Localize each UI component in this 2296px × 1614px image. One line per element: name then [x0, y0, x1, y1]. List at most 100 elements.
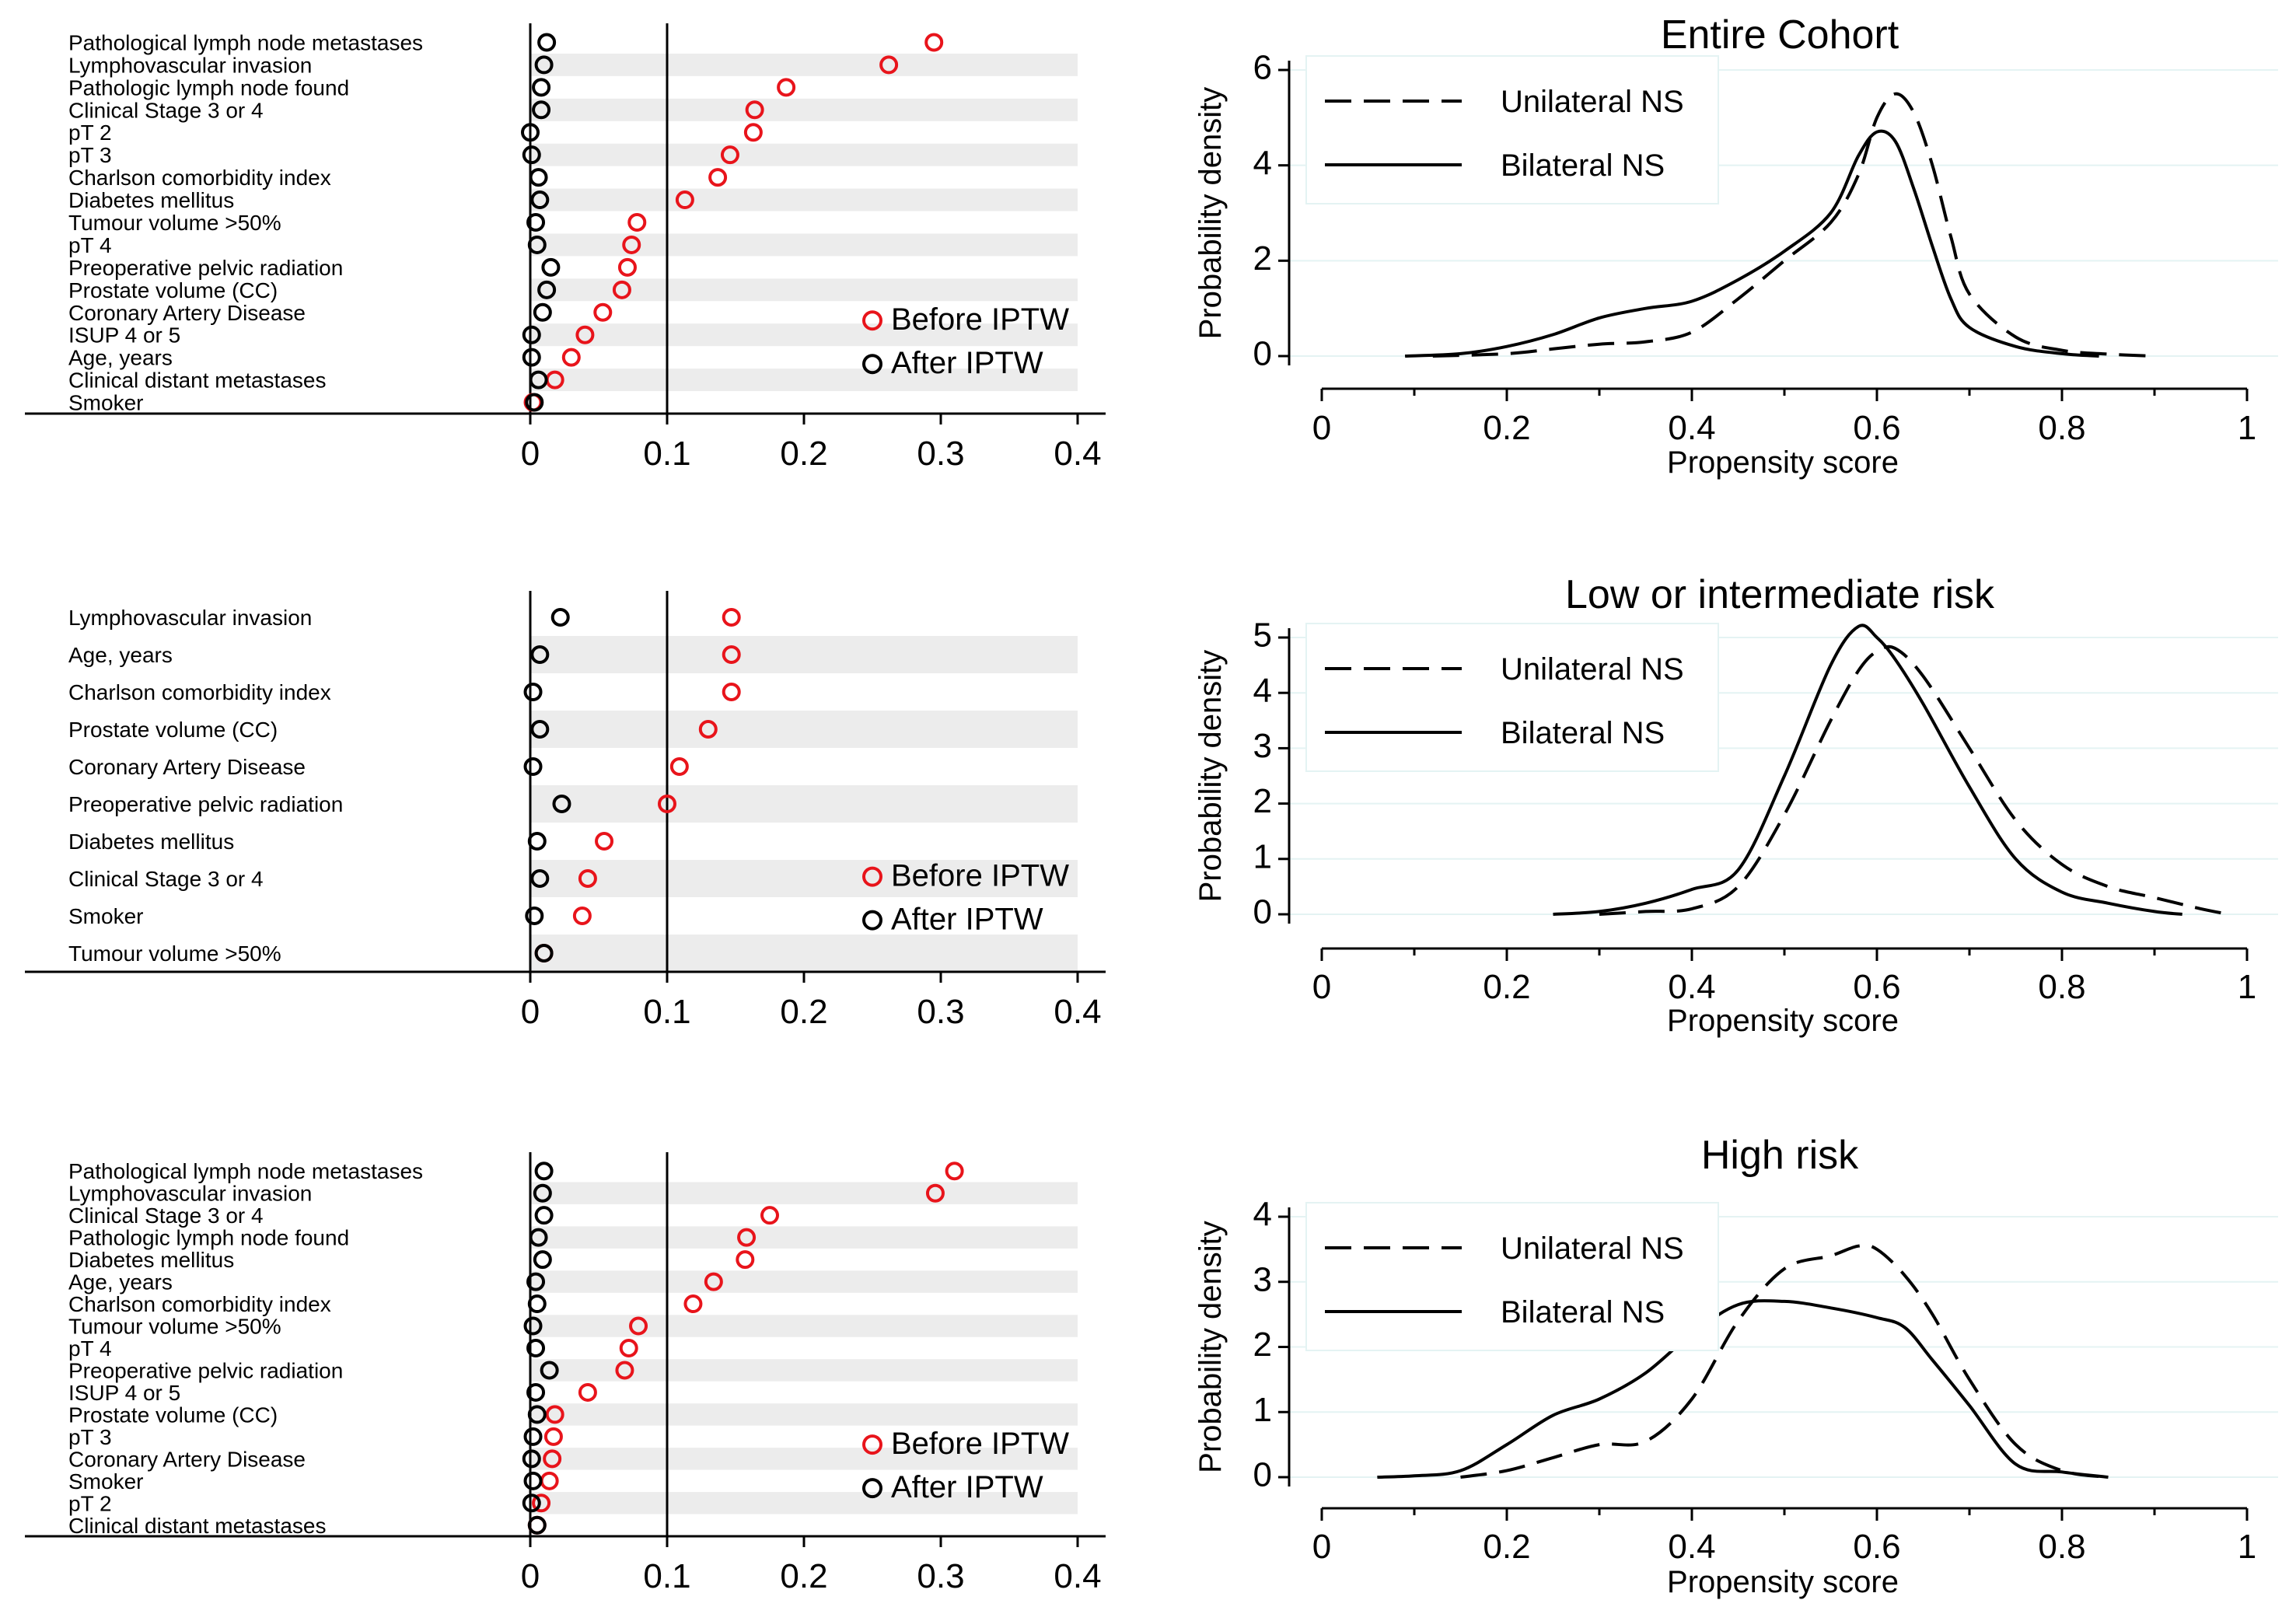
before-iptw-marker	[760, 1206, 779, 1225]
variable-label: Clinical distant metastases	[68, 1514, 326, 1538]
variable-label: Coronary Artery Disease	[68, 301, 306, 325]
legend-bilateral-label: Bilateral NS	[1501, 1295, 1665, 1329]
variable-label: Preoperative pelvic radiation	[68, 256, 343, 280]
variable-label: pT 3	[68, 143, 112, 167]
before-iptw-marker	[722, 645, 741, 664]
row-band	[530, 1315, 1078, 1337]
before-iptw-marker	[629, 1316, 648, 1336]
before-iptw-marker	[595, 832, 614, 851]
after-iptw-marker	[534, 1206, 554, 1225]
variable-label: Clinical Stage 3 or 4	[68, 1204, 264, 1228]
after-iptw-marker	[533, 302, 552, 322]
before-iptw-marker	[704, 1272, 723, 1291]
variable-label: Prostate volume (CC)	[68, 278, 278, 302]
variable-label: Clinical Stage 3 or 4	[68, 867, 264, 891]
before-iptw-marker	[924, 33, 944, 52]
before-iptw-marker	[578, 869, 597, 888]
after-iptw-marker	[534, 1162, 554, 1181]
legend-unilateral-label: Unilateral NS	[1501, 1231, 1684, 1266]
after-iptw-marker	[530, 645, 550, 664]
before-iptw-marker	[612, 280, 631, 299]
before-iptw-marker	[945, 1162, 964, 1181]
row-band	[530, 1226, 1078, 1249]
row-band	[530, 1359, 1078, 1382]
after-iptw-marker	[530, 720, 550, 739]
row-band	[530, 233, 1078, 257]
before-iptw-marker	[669, 757, 689, 776]
after-iptw-marker	[532, 78, 551, 97]
after-iptw-marker	[533, 1183, 552, 1203]
y-axis-title: Probability density	[1193, 1221, 1228, 1473]
y-tick-label: 4	[1253, 144, 1272, 182]
x-axis-title: Propensity score	[1667, 1004, 1899, 1038]
series-line-unilateral	[1460, 1243, 2109, 1479]
row-band	[530, 1492, 1078, 1514]
row-band	[530, 278, 1078, 302]
after-iptw-marker	[523, 683, 543, 701]
row-band	[530, 188, 1078, 211]
legend-after-label: After IPTW	[891, 1470, 1043, 1504]
row-band	[530, 1448, 1078, 1470]
after-iptw-marker	[532, 100, 551, 120]
before-iptw-marker	[658, 795, 676, 813]
after-iptw-marker	[523, 1427, 543, 1446]
row-band	[530, 369, 1078, 392]
x-tick-label: 0.2	[1483, 1528, 1530, 1566]
row-band	[530, 1403, 1078, 1426]
legend-after-marker	[862, 910, 882, 931]
after-iptw-marker	[526, 1339, 546, 1357]
x-tick-label: 0.2	[1483, 968, 1530, 1006]
after-iptw-marker	[526, 213, 546, 232]
x-tick-label: 0	[1312, 409, 1331, 447]
x-tick-label: 0.6	[1853, 409, 1900, 447]
after-iptw-marker	[541, 257, 561, 277]
series-line-bilateral	[1405, 129, 2099, 358]
y-tick-label: 2	[1253, 239, 1272, 278]
after-iptw-marker	[552, 795, 571, 813]
after-iptw-marker	[523, 1316, 543, 1336]
after-iptw-marker	[526, 1382, 546, 1402]
variable-label: pT 3	[68, 1425, 112, 1449]
y-axis-title: Probability density	[1193, 650, 1228, 903]
legend-box	[1305, 55, 1719, 204]
legend-after-marker	[862, 354, 882, 375]
x-tick-label: 0.4	[1668, 968, 1715, 1006]
x-tick-label: 0	[521, 435, 540, 473]
legend-after-label: After IPTW	[891, 903, 1043, 937]
after-iptw-marker	[521, 123, 540, 142]
variable-label: Smoker	[68, 1469, 143, 1493]
after-iptw-marker	[525, 907, 544, 925]
before-iptw-marker	[543, 1427, 563, 1446]
before-iptw-marker	[561, 348, 581, 367]
x-tick-label: 0.3	[917, 435, 964, 473]
chart-title: Low or intermediate risk	[1565, 572, 1995, 617]
y-tick-label: 3	[1253, 727, 1272, 765]
y-tick-label: 0	[1253, 1456, 1272, 1494]
after-iptw-marker	[522, 1493, 541, 1513]
before-iptw-marker	[578, 1382, 597, 1402]
y-tick-label: 4	[1253, 672, 1272, 710]
after-iptw-marker	[527, 235, 547, 254]
after-iptw-marker	[523, 757, 543, 776]
series-line-bilateral	[1377, 1299, 2109, 1479]
row-band	[530, 711, 1078, 748]
variable-label: pT 2	[68, 121, 112, 145]
chart-title: Entire Cohort	[1661, 12, 1899, 58]
after-iptw-marker	[527, 832, 547, 851]
before-iptw-marker	[572, 907, 592, 925]
variable-label: ISUP 4 or 5	[68, 1381, 180, 1405]
after-iptw-marker	[522, 348, 541, 367]
density-panel-1: Entire Cohort 0 2 4 6 Probability density 0 0.2…	[1193, 12, 2278, 480]
before-iptw-marker	[545, 1405, 564, 1424]
after-iptw-marker	[525, 393, 544, 412]
before-iptw-marker	[593, 302, 613, 322]
y-tick-label: 2	[1253, 1326, 1272, 1364]
variable-label: Pathological lymph node metastases	[68, 1159, 423, 1183]
series-line-unilateral	[1432, 92, 2155, 358]
after-iptw-marker	[529, 168, 548, 187]
x-tick-label: 0.1	[643, 993, 690, 1031]
variable-label: Charlson comorbidity index	[68, 1292, 331, 1316]
before-iptw-marker	[708, 168, 728, 187]
variable-label: Smoker	[68, 391, 143, 415]
after-iptw-marker	[522, 1449, 541, 1469]
